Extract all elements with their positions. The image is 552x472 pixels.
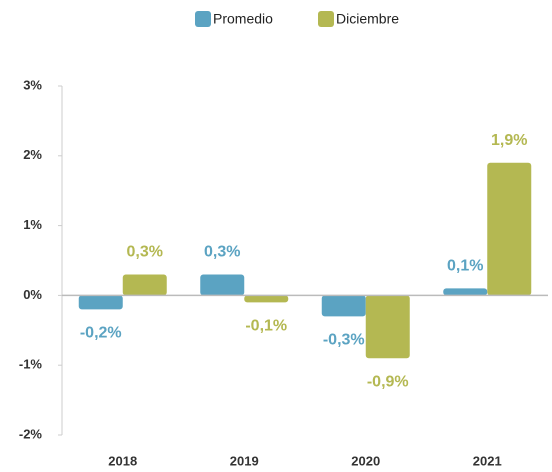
- bar: [321, 295, 366, 317]
- legend-label: Promedio: [213, 11, 273, 27]
- bar: [443, 288, 488, 296]
- bar: [487, 162, 532, 296]
- x-tick-label: 2021: [473, 453, 502, 468]
- value-label: -0,1%: [245, 318, 287, 335]
- x-tick-label: 2020: [351, 453, 380, 468]
- value-label: 1,9%: [491, 132, 527, 149]
- bar: [365, 295, 410, 359]
- bar: [78, 295, 123, 310]
- value-label: 0,3%: [204, 244, 240, 261]
- y-tick-label: 3%: [23, 77, 42, 92]
- value-label: 0,1%: [447, 258, 483, 275]
- y-tick-label: 1%: [23, 217, 42, 232]
- x-tick-label: 2018: [108, 453, 137, 468]
- bar: [122, 274, 167, 296]
- bar: [244, 295, 289, 303]
- legend-swatch: [318, 11, 334, 27]
- bar: [200, 274, 245, 296]
- value-label: -0,3%: [323, 332, 365, 349]
- value-label: -0,2%: [80, 325, 122, 342]
- value-label: 0,3%: [127, 244, 163, 261]
- value-label: -0,9%: [367, 373, 409, 390]
- legend-label: Diciembre: [336, 11, 399, 27]
- x-tick-label: 2019: [230, 453, 259, 468]
- y-tick-label: -1%: [19, 357, 43, 372]
- y-tick-label: -2%: [19, 426, 43, 441]
- y-tick-label: 2%: [23, 147, 42, 162]
- legend-swatch: [195, 11, 211, 27]
- y-tick-label: 0%: [23, 287, 42, 302]
